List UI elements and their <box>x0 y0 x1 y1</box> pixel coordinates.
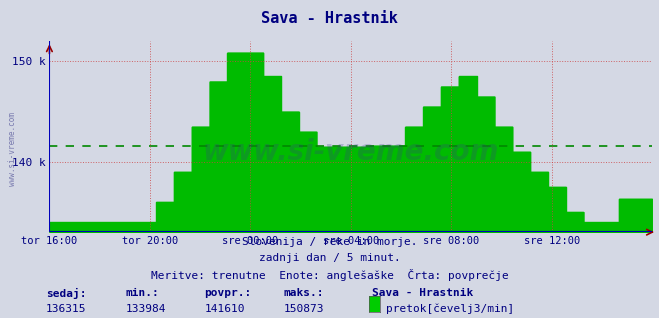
Text: sedaj:: sedaj: <box>46 288 86 299</box>
Text: 141610: 141610 <box>204 304 244 314</box>
Text: zadnji dan / 5 minut.: zadnji dan / 5 minut. <box>258 253 401 263</box>
Text: www.si-vreme.com: www.si-vreme.com <box>8 113 17 186</box>
Text: maks.:: maks.: <box>283 288 324 298</box>
Text: Sava - Hrastnik: Sava - Hrastnik <box>261 11 398 26</box>
Text: 136315: 136315 <box>46 304 86 314</box>
Text: 150873: 150873 <box>283 304 324 314</box>
Text: Sava - Hrastnik: Sava - Hrastnik <box>372 288 474 298</box>
Text: Slovenija / reke in morje.: Slovenija / reke in morje. <box>242 237 417 247</box>
Text: pretok[čevelj3/min]: pretok[čevelj3/min] <box>386 304 514 314</box>
Text: min.:: min.: <box>125 288 159 298</box>
Text: Meritve: trenutne  Enote: anglešaške  Črta: povprečje: Meritve: trenutne Enote: anglešaške Črta… <box>151 269 508 281</box>
Text: povpr.:: povpr.: <box>204 288 252 298</box>
Text: 133984: 133984 <box>125 304 165 314</box>
Text: www.si-vreme.com: www.si-vreme.com <box>203 138 499 166</box>
